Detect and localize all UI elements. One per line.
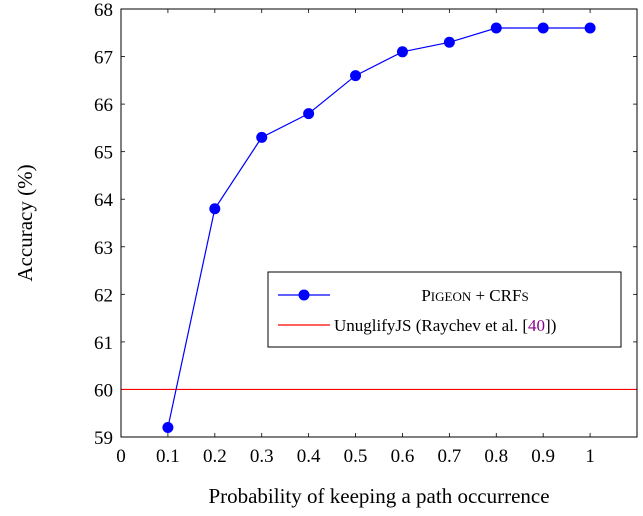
data-point-marker bbox=[303, 108, 315, 120]
data-point-marker bbox=[443, 36, 455, 48]
legend-entry-unuglifyjs-text: UnuglifyJS (Raychev et al. [ bbox=[334, 316, 528, 335]
x-tick-label: 0.8 bbox=[484, 446, 508, 467]
data-point-marker bbox=[209, 203, 221, 215]
x-tick-label: 0.5 bbox=[344, 446, 368, 467]
x-axis-label: Probability of keeping a path occurrence bbox=[208, 484, 549, 508]
x-tick-label: 0.4 bbox=[297, 446, 321, 467]
legend-entry-pigeon-s: S bbox=[521, 289, 528, 304]
y-tick-label: 66 bbox=[94, 95, 113, 116]
y-tick-label: 67 bbox=[94, 48, 113, 69]
x-tick-label: 0 bbox=[116, 446, 126, 467]
legend-entry-pigeon-p: P bbox=[421, 286, 430, 305]
legend: PIGEON + CRFS UnuglifyJS (Raychev et al.… bbox=[267, 271, 622, 348]
y-tick-label: 62 bbox=[94, 285, 113, 306]
y-tick-label: 61 bbox=[94, 333, 113, 354]
legend-entry-pigeon-crfs: PIGEON + CRFS bbox=[421, 286, 528, 305]
axis-ticks bbox=[120, 8, 637, 438]
legend-entry-pigeon-plus: + CRF bbox=[471, 286, 521, 305]
x-tick-label: 0.1 bbox=[156, 446, 180, 467]
legend-entry-pigeon-smallcaps: IGEON bbox=[431, 289, 472, 304]
data-point-marker bbox=[537, 22, 549, 34]
y-tick-label: 59 bbox=[94, 428, 113, 449]
data-point-marker bbox=[162, 421, 174, 433]
y-tick-label: 63 bbox=[94, 238, 113, 259]
legend-entry-unuglifyjs-close: ]) bbox=[545, 316, 556, 335]
data-point-marker bbox=[490, 22, 502, 34]
y-tick-label: 68 bbox=[94, 0, 113, 21]
data-point-marker bbox=[584, 22, 596, 34]
legend-citation-ref: 40 bbox=[528, 316, 545, 335]
y-axis-label: Accuracy (%) bbox=[13, 164, 37, 281]
series-markers bbox=[162, 22, 596, 433]
data-point-marker bbox=[256, 131, 268, 143]
x-tick-label: 0.3 bbox=[250, 446, 274, 467]
y-tick-label: 60 bbox=[94, 380, 113, 401]
x-tick-label: 1 bbox=[585, 446, 595, 467]
series-line-pigeon-crfs bbox=[167, 27, 591, 428]
x-tick-label: 0.7 bbox=[437, 446, 461, 467]
x-tick-label: 0.2 bbox=[203, 446, 227, 467]
y-tick-label: 64 bbox=[94, 190, 114, 211]
legend-box bbox=[267, 271, 622, 348]
legend-marker-pigeon-crfs bbox=[298, 289, 310, 301]
tick-labels: 0 0.1 0.2 0.3 0.4 0.5 0.6 0.7 0.8 0.9 1 59 60 61 62 63 6… bbox=[94, 0, 595, 467]
legend-entry-unuglifyjs: UnuglifyJS (Raychev et al. [40]) bbox=[334, 316, 556, 335]
x-tick-label: 0.6 bbox=[391, 446, 415, 467]
plot-frame bbox=[120, 8, 638, 438]
x-tick-label: 0.9 bbox=[531, 446, 555, 467]
data-point-marker bbox=[350, 70, 362, 82]
data-point-marker bbox=[396, 46, 408, 58]
y-tick-label: 65 bbox=[94, 143, 113, 164]
